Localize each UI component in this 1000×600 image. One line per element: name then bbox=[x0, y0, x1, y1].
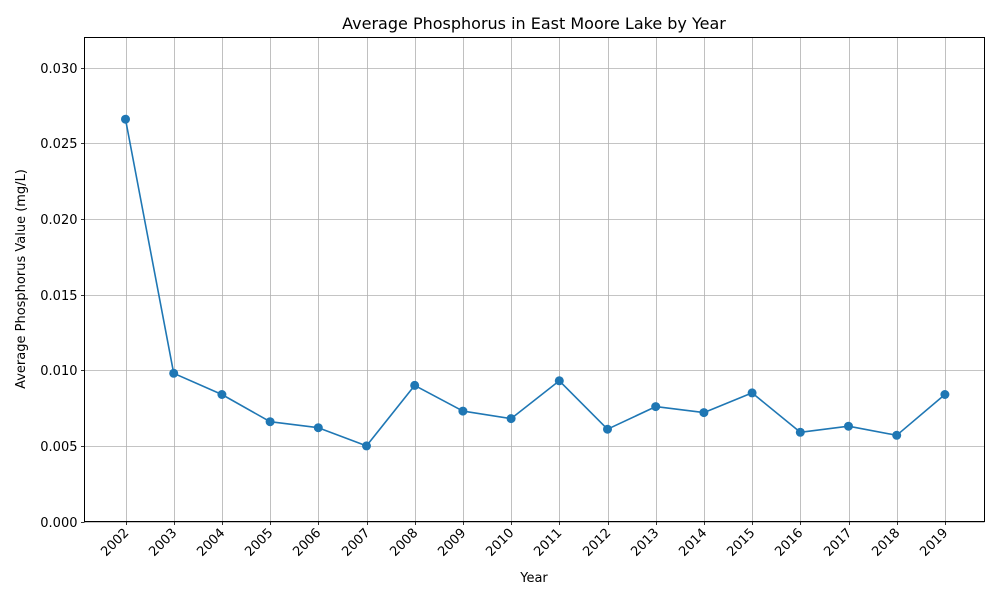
data-point bbox=[506, 414, 516, 424]
data-point bbox=[844, 421, 853, 431]
data-point bbox=[410, 380, 420, 390]
chart-title: Average Phosphorus in East Moore Lake by… bbox=[342, 14, 726, 33]
series-line bbox=[124, 119, 946, 447]
data-point bbox=[313, 423, 323, 433]
y-axis-label: Average Phosphorus Value (mg/L) bbox=[14, 169, 29, 389]
y-tick-label: 0.015 bbox=[40, 289, 77, 304]
data-point bbox=[554, 376, 564, 386]
plot-area bbox=[84, 37, 985, 522]
x-axis-label: Year bbox=[519, 571, 548, 586]
data-point bbox=[217, 390, 227, 399]
data-point bbox=[651, 402, 661, 412]
data-point bbox=[699, 408, 709, 418]
data-point bbox=[458, 406, 468, 416]
y-tick-label: 0.000 bbox=[40, 516, 77, 531]
y-tick-label: 0.025 bbox=[40, 137, 77, 152]
data-point bbox=[892, 430, 902, 440]
data-point bbox=[121, 114, 130, 124]
data-point bbox=[169, 368, 179, 378]
data-point bbox=[265, 417, 275, 427]
data-point bbox=[795, 427, 805, 437]
y-tick-label: 0.030 bbox=[40, 62, 77, 77]
plot-frame bbox=[84, 37, 985, 522]
y-tick-label: 0.010 bbox=[40, 364, 77, 379]
y-tick-label: 0.005 bbox=[40, 440, 77, 455]
data-point bbox=[603, 424, 612, 434]
grid-lines bbox=[84, 37, 985, 523]
data-point bbox=[362, 441, 371, 451]
series-layer bbox=[121, 114, 950, 451]
data-point bbox=[940, 390, 950, 399]
y-tick-label: 0.020 bbox=[40, 213, 77, 228]
data-point bbox=[747, 388, 757, 398]
